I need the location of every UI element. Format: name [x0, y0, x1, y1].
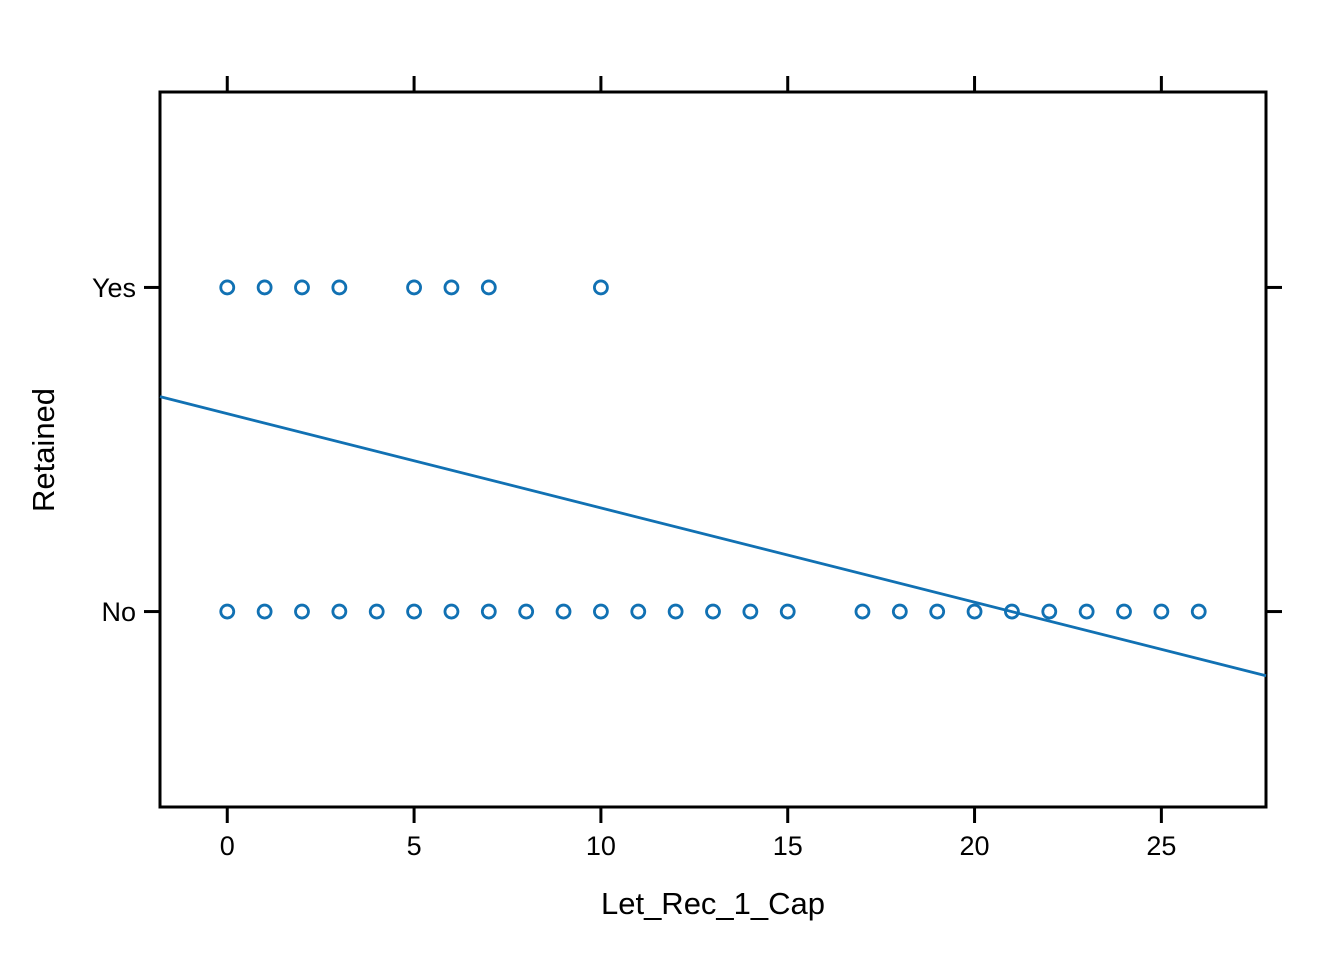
data-point-no: [443, 603, 460, 620]
data-point-no: [331, 603, 348, 620]
data-point-yes: [294, 279, 310, 296]
data-point-yes: [593, 279, 609, 296]
x-axis-tick-label: 5: [407, 831, 422, 861]
data-point-no: [406, 603, 422, 620]
data-point-no: [1153, 603, 1170, 620]
data-point-no: [667, 603, 684, 620]
data-point-no: [368, 603, 385, 620]
data-point-no: [1041, 603, 1058, 620]
data-point-yes: [331, 279, 348, 296]
plot-border: [158, 90, 1268, 809]
fit-line: [159, 395, 1267, 678]
data-point-no: [555, 603, 572, 620]
data-point-yes: [443, 279, 460, 296]
data-point-no: [742, 603, 759, 620]
data-point-no: [630, 603, 647, 620]
data-point-no: [1004, 603, 1020, 620]
data-point-no: [256, 603, 273, 620]
data-point-no: [1190, 603, 1207, 620]
data-point-no: [294, 603, 310, 620]
y-axis-tick-label: No: [101, 597, 136, 627]
data-point-no: [1116, 603, 1132, 620]
data-point-no: [779, 603, 796, 620]
x-axis-tick-label: 20: [960, 831, 990, 861]
data-point-yes: [219, 279, 236, 296]
data-point-no: [219, 603, 236, 620]
y-axis-label: Retained: [26, 387, 61, 513]
data-point-no: [929, 603, 946, 620]
data-point-no: [518, 603, 535, 620]
y-axis-tick-label: Yes: [92, 273, 136, 303]
data-point-no: [1078, 603, 1095, 620]
data-point-no: [891, 603, 908, 620]
data-point-no: [593, 603, 609, 620]
x-axis-label: Let_Rec_1_Cap: [600, 886, 826, 921]
data-point-no: [966, 603, 983, 620]
x-axis-tick-label: 15: [773, 831, 803, 861]
x-axis-tick-label: 0: [220, 831, 235, 861]
data-point-no: [854, 603, 871, 620]
data-point-yes: [480, 279, 497, 296]
x-axis-tick-label: 25: [1146, 831, 1176, 861]
data-point-yes: [256, 279, 273, 296]
data-point-no: [705, 603, 721, 620]
data-point-no: [480, 603, 497, 620]
data-point-yes: [406, 279, 422, 296]
x-axis-tick-label: 10: [586, 831, 616, 861]
